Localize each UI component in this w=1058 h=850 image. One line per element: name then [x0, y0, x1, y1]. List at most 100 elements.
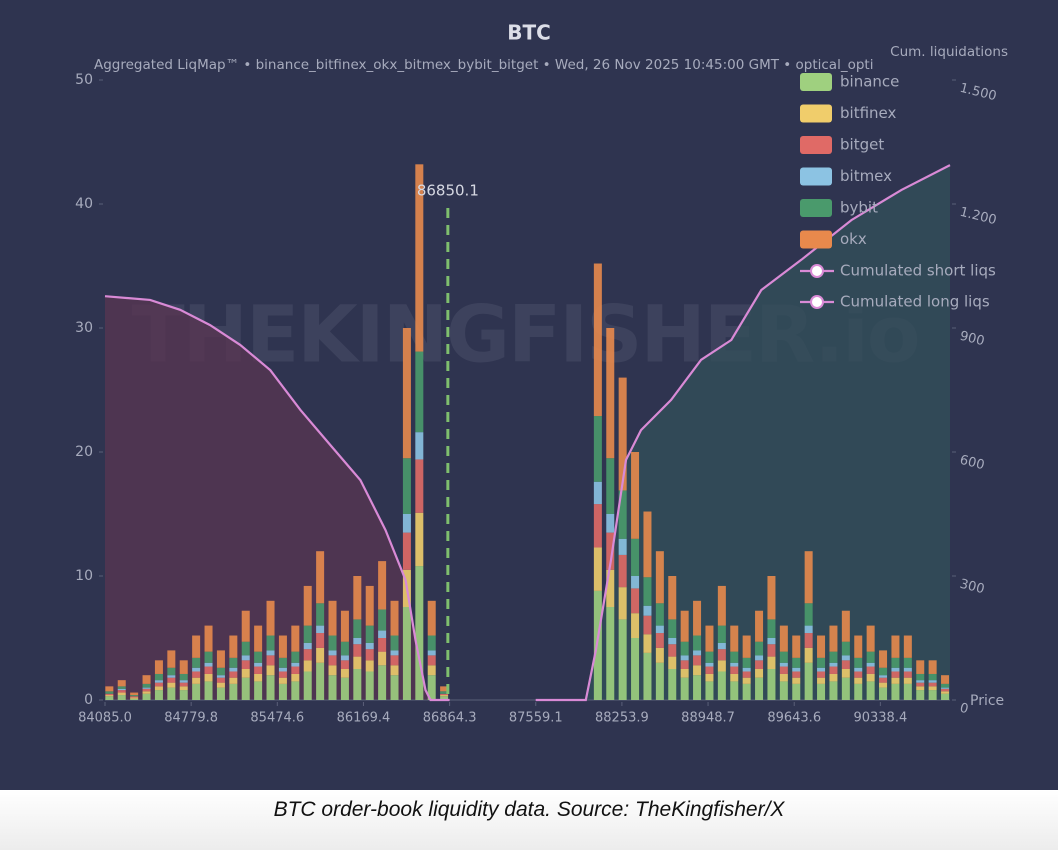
bar-segment: [730, 662, 739, 667]
bar-segment: [643, 605, 652, 616]
bar-segment: [402, 607, 411, 700]
bar-segment: [618, 538, 627, 555]
bar-segment: [705, 673, 714, 682]
bar-segment: [167, 682, 176, 688]
bar-segment: [142, 691, 151, 694]
bar-segment: [266, 675, 275, 700]
bar-segment: [879, 677, 888, 683]
bar-segment: [167, 675, 176, 678]
bar-segment: [117, 688, 126, 691]
bar-segment: [303, 642, 312, 650]
legend-label: bitmex: [840, 167, 892, 185]
bar-segment: [402, 328, 411, 459]
bar-segment: [291, 681, 300, 700]
bar-segment: [192, 657, 201, 668]
x-tick-label: 89643.6: [767, 711, 821, 726]
bar-segment: [804, 662, 813, 700]
bar-segment: [365, 642, 374, 650]
bar-segment: [390, 675, 399, 700]
y2-tick-label: 600: [958, 453, 986, 474]
bar-segment: [415, 164, 424, 352]
bar-segment: [779, 673, 788, 682]
bar-segment: [167, 667, 176, 676]
y-tick-label: 50: [75, 72, 93, 88]
bar-segment: [606, 458, 615, 514]
bar-segment: [216, 667, 225, 676]
bar-segment: [117, 692, 126, 696]
bar-segment: [316, 633, 325, 648]
bar-segment: [680, 660, 689, 669]
bar-segment: [390, 600, 399, 636]
bar-segment: [378, 561, 387, 610]
bar-segment: [390, 665, 399, 676]
bar-segment: [866, 625, 875, 652]
bar-segment: [779, 666, 788, 674]
bar-segment: [216, 677, 225, 683]
bar-segment: [755, 660, 764, 669]
bar-segment: [179, 690, 188, 700]
x-tick-label: 90338.4: [853, 711, 907, 726]
bar-segment: [440, 693, 449, 696]
bar-segment: [266, 665, 275, 676]
x-tick-label: 87559.1: [509, 711, 563, 726]
bar-segment: [278, 683, 287, 700]
bar-segment: [891, 683, 900, 700]
bar-segment: [316, 551, 325, 604]
bar-segment: [254, 651, 263, 663]
bar-segment: [866, 662, 875, 667]
x-axis-title: Price: [970, 693, 1004, 709]
bar-segment: [154, 660, 163, 674]
bar-segment: [415, 432, 424, 460]
legend-swatch: [800, 73, 832, 91]
bar-segment: [154, 673, 163, 681]
bar-segment: [229, 657, 238, 668]
bar-segment: [241, 669, 250, 678]
bar-segment: [179, 673, 188, 681]
bar-segment: [378, 609, 387, 631]
bar-segment: [804, 647, 813, 663]
y-tick-label: 0: [84, 692, 93, 708]
bar-segment: [179, 680, 188, 683]
bar-segment: [266, 635, 275, 651]
bar-segment: [631, 613, 640, 638]
bar-segment: [792, 667, 801, 672]
bar-segment: [291, 651, 300, 663]
bar-segment: [655, 603, 664, 626]
bar-segment: [204, 662, 213, 667]
bar-segment: [941, 687, 950, 689]
bar-segment: [606, 569, 615, 607]
bar-segment: [278, 657, 287, 668]
line-layer: [105, 165, 950, 701]
bar-segment: [130, 698, 139, 700]
bar-segment: [717, 642, 726, 650]
bar-segment: [142, 675, 151, 684]
bar-segment: [742, 677, 751, 684]
bar-segment: [755, 677, 764, 700]
bar-segment: [192, 677, 201, 684]
legend-label: binance: [840, 73, 899, 91]
bar-segment: [854, 667, 863, 672]
bar-segment: [841, 660, 850, 669]
bar-segment: [266, 655, 275, 666]
bar-segment: [730, 625, 739, 652]
chart-title: BTC: [507, 21, 551, 45]
bar-segment: [928, 690, 937, 700]
bar-segment: [216, 687, 225, 700]
bar-segment: [618, 619, 627, 700]
bar-segment: [779, 651, 788, 663]
bar-segment: [105, 696, 114, 700]
bar-segment: [390, 635, 399, 651]
bar-segment: [916, 660, 925, 674]
bar-segment: [241, 641, 250, 656]
bar-segment: [767, 638, 776, 645]
bar-segment: [216, 675, 225, 678]
bar-segment: [241, 677, 250, 700]
line: [104, 295, 450, 702]
bar-segment: [655, 625, 664, 634]
bar-segment: [427, 600, 436, 636]
bar-segment: [340, 610, 349, 642]
y2-axis-title: Cum. liquidations: [890, 44, 1008, 60]
bar-segment: [142, 688, 151, 692]
bar-segment: [303, 585, 312, 626]
legend-marker: [810, 264, 824, 278]
